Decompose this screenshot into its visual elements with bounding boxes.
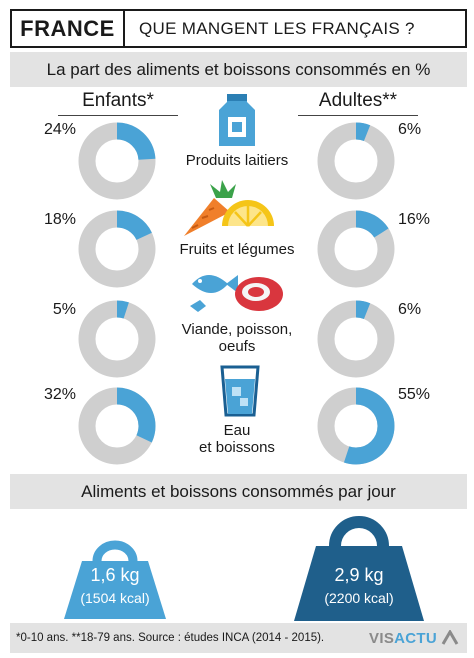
donut-segment-children-water — [78, 387, 156, 465]
donut-adults-meat — [317, 300, 395, 378]
donut-adults-fruit — [317, 210, 395, 288]
visactu-logo: VIS ACTU — [369, 630, 459, 647]
weight-children-value: 1,6 kg — [90, 565, 140, 585]
weight-children-kcal: (1504 kcal) — [80, 590, 150, 606]
donut-segment-children-meat — [78, 300, 156, 378]
donut-children-water — [78, 387, 156, 465]
adults-pct-water: 55% — [398, 386, 431, 403]
logo-text-actu: ACTU — [394, 629, 437, 647]
weight-children: 1,6 kg (1504 kcal) — [55, 565, 175, 606]
category-fruit-label: Fruits et légumes — [179, 241, 295, 258]
header-subtitle: QUE MANGENT LES FRANÇAIS ? — [139, 18, 415, 38]
category-water-label-line2: et boissons — [199, 439, 275, 456]
header-country: FRANCE — [12, 11, 125, 46]
section-title-daily: Aliments et boissons consommés par jour — [10, 474, 467, 509]
category-dairy-label: Produits laitiers — [185, 152, 289, 169]
donut-segment-adults-water — [317, 387, 395, 465]
section-title-share: La part des aliments et boissons consomm… — [10, 52, 467, 87]
milk-carton-icon — [219, 94, 255, 146]
category-water-label-line1: Eau — [223, 422, 251, 439]
weight-adults-value: 2,9 kg — [334, 565, 384, 585]
adults-pct-meat: 6% — [398, 301, 422, 318]
carrot-lemon-icon — [184, 180, 274, 236]
donut-children-meat — [78, 300, 156, 378]
kettlebell-children-icon — [64, 540, 166, 619]
column-head-children: Enfants* — [58, 90, 178, 116]
column-head-adults-label: Adultes** — [318, 90, 398, 111]
donut-adults-dairy — [317, 122, 395, 200]
donut-track — [317, 387, 395, 465]
adults-pct-dairy: 6% — [398, 121, 422, 138]
donut-children-fruit — [78, 210, 156, 288]
header: FRANCE QUE MANGENT LES FRANÇAIS ? — [10, 9, 467, 48]
donut-segment-adults-dairy — [317, 122, 395, 200]
fish-meat-icon — [190, 275, 283, 312]
column-head-children-label: Enfants* — [82, 90, 154, 111]
children-pct-meat: 5% — [52, 301, 76, 318]
weight-adults: 2,9 kg (2200 kcal) — [299, 565, 419, 606]
logo-mark-icon — [441, 630, 459, 645]
children-pct-water: 32% — [43, 386, 76, 403]
donut-track — [317, 300, 395, 378]
donut-segment-children-fruit — [78, 210, 156, 288]
column-head-adults: Adultes** — [298, 90, 418, 116]
donut-children-dairy — [78, 122, 156, 200]
donut-track — [78, 122, 156, 200]
weight-adults-kcal: (2200 kcal) — [324, 590, 394, 606]
donut-track — [78, 387, 156, 465]
donut-segment-children-dairy — [78, 122, 156, 200]
logo-text-vis: VIS — [369, 629, 395, 647]
donut-adults-water — [317, 387, 395, 465]
donut-track — [317, 122, 395, 200]
donut-track — [317, 210, 395, 288]
column-head-children-rule — [58, 115, 178, 116]
footer: *0-10 ans. **18-79 ans. Source : études … — [10, 623, 467, 653]
water-glass-icon — [220, 365, 260, 417]
donut-segment-adults-fruit — [317, 210, 395, 288]
column-head-adults-rule — [298, 115, 418, 116]
category-meat-label-line1: Viande, poisson, — [181, 321, 293, 338]
children-pct-dairy: 24% — [43, 121, 76, 138]
kettlebell-adults-icon — [294, 516, 424, 621]
category-meat-label-line2: oeufs — [218, 338, 256, 355]
footer-note: *0-10 ans. **18-79 ans. Source : études … — [16, 632, 325, 644]
donut-track — [78, 210, 156, 288]
donut-segment-adults-meat — [317, 300, 395, 378]
children-pct-fruit: 18% — [43, 211, 76, 228]
adults-pct-fruit: 16% — [398, 211, 431, 228]
donut-track — [78, 300, 156, 378]
